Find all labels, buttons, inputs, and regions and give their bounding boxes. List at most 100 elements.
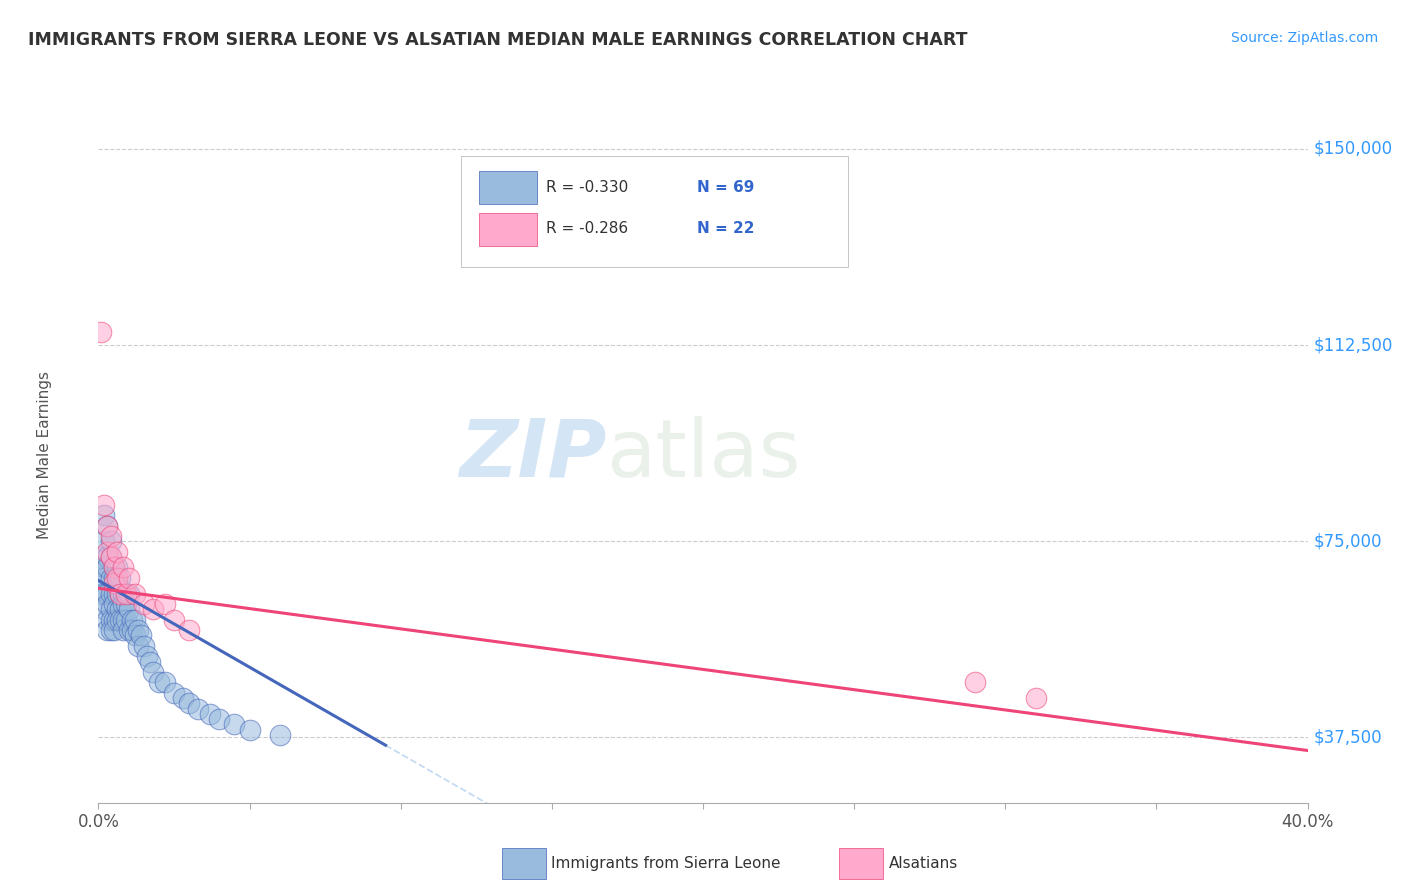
Point — [105, 560, 128, 574]
Text: $112,500: $112,500 — [1313, 336, 1393, 354]
Point — [111, 586, 134, 600]
Point — [96, 623, 118, 637]
Point — [153, 597, 176, 611]
Point — [105, 602, 128, 616]
Point — [90, 586, 112, 600]
Point — [142, 665, 165, 679]
Point — [114, 597, 136, 611]
Point — [100, 623, 122, 637]
Text: Alsatians: Alsatians — [889, 856, 957, 871]
Point — [96, 518, 118, 533]
Text: atlas: atlas — [606, 416, 800, 494]
Point — [108, 586, 131, 600]
Point — [124, 613, 146, 627]
FancyBboxPatch shape — [461, 156, 848, 267]
Point — [124, 628, 146, 642]
Point — [103, 586, 125, 600]
Point — [224, 717, 246, 731]
Point — [111, 560, 134, 574]
Point — [172, 691, 194, 706]
Point — [111, 597, 134, 611]
Point — [93, 498, 115, 512]
Point — [1024, 691, 1046, 706]
Point — [163, 613, 186, 627]
Point — [142, 602, 165, 616]
Text: N = 22: N = 22 — [697, 221, 755, 236]
Point — [200, 706, 222, 721]
Point — [118, 571, 141, 585]
Point — [100, 571, 122, 585]
Point — [132, 639, 155, 653]
Point — [132, 597, 155, 611]
Point — [96, 544, 118, 558]
Point — [239, 723, 262, 737]
Point — [100, 602, 122, 616]
Point — [96, 597, 118, 611]
Point — [93, 586, 115, 600]
Point — [153, 675, 176, 690]
Point — [105, 613, 128, 627]
Point — [965, 675, 987, 690]
Text: Source: ZipAtlas.com: Source: ZipAtlas.com — [1230, 31, 1378, 45]
Point — [93, 534, 115, 549]
Point — [103, 623, 125, 637]
Point — [114, 613, 136, 627]
Point — [100, 529, 122, 543]
Point — [96, 586, 118, 600]
Text: Immigrants from Sierra Leone: Immigrants from Sierra Leone — [551, 856, 780, 871]
Point — [93, 571, 115, 585]
Text: R = -0.286: R = -0.286 — [546, 221, 628, 236]
Point — [96, 560, 118, 574]
Point — [103, 597, 125, 611]
Point — [100, 613, 122, 627]
Point — [96, 613, 118, 627]
Point — [187, 701, 209, 715]
Point — [100, 549, 122, 564]
Point — [163, 686, 186, 700]
Point — [111, 623, 134, 637]
Point — [269, 728, 291, 742]
Text: Median Male Earnings: Median Male Earnings — [37, 371, 52, 539]
Point — [108, 571, 131, 585]
Point — [96, 518, 118, 533]
Point — [124, 586, 146, 600]
Point — [148, 675, 170, 690]
Point — [100, 534, 122, 549]
Text: $150,000: $150,000 — [1313, 140, 1393, 158]
Point — [100, 549, 122, 564]
Point — [118, 602, 141, 616]
Point — [129, 628, 152, 642]
Point — [121, 613, 143, 627]
Text: R = -0.330: R = -0.330 — [546, 179, 628, 194]
Point — [105, 576, 128, 591]
Point — [105, 544, 128, 558]
Point — [127, 639, 149, 653]
Point — [135, 649, 157, 664]
Point — [96, 549, 118, 564]
Point — [177, 697, 201, 711]
Text: $75,000: $75,000 — [1313, 533, 1382, 550]
Point — [208, 712, 231, 726]
FancyBboxPatch shape — [479, 171, 537, 204]
Point — [127, 623, 149, 637]
Point — [118, 586, 141, 600]
Point — [93, 508, 115, 522]
FancyBboxPatch shape — [479, 213, 537, 246]
Point — [118, 623, 141, 637]
Point — [177, 623, 201, 637]
Point — [103, 560, 125, 574]
Point — [139, 655, 162, 669]
Point — [111, 613, 134, 627]
Point — [121, 623, 143, 637]
Point — [105, 571, 128, 585]
Text: N = 69: N = 69 — [697, 179, 755, 194]
Point — [93, 602, 115, 616]
Point — [105, 586, 128, 600]
Point — [90, 571, 112, 585]
Point — [90, 549, 112, 564]
Point — [103, 613, 125, 627]
Text: IMMIGRANTS FROM SIERRA LEONE VS ALSATIAN MEDIAN MALE EARNINGS CORRELATION CHART: IMMIGRANTS FROM SIERRA LEONE VS ALSATIAN… — [28, 31, 967, 49]
Point — [108, 613, 131, 627]
Point — [103, 560, 125, 574]
Point — [100, 586, 122, 600]
